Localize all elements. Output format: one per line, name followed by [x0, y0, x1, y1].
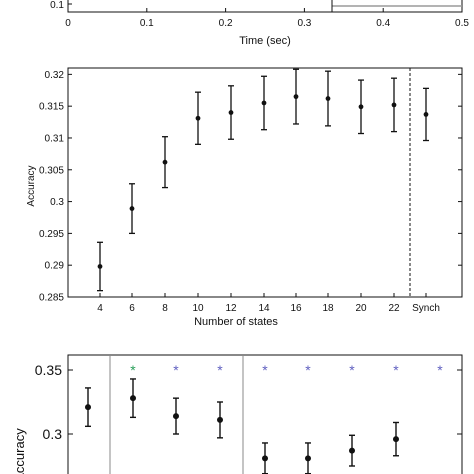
y-tick-label: 0.295 — [39, 229, 64, 240]
x-tick-label: 0.2 — [219, 18, 233, 29]
main-panel-points — [97, 68, 429, 292]
significance-star: * — [393, 362, 399, 378]
main-panel-x-axis-label: Number of states — [194, 316, 278, 328]
significance-star: * — [437, 362, 443, 378]
data-point — [325, 96, 331, 101]
top-panel-x-ticks: 0 0.1 0.2 0.3 0.4 0.5 — [65, 8, 469, 29]
x-tick-label: 0.3 — [297, 18, 311, 29]
bottom-panel-y-axis-label: Accuracy — [12, 428, 27, 474]
main-panel-x-ticks: 4 6 8 10 12 14 16 18 20 22 Synch — [97, 293, 440, 314]
bottom-panel-points — [85, 378, 399, 474]
x-tick-label: 8 — [162, 303, 168, 314]
x-tick-label: 0 — [65, 18, 71, 29]
x-tick-label: 6 — [129, 303, 135, 314]
x-tick-label: 0.4 — [376, 18, 390, 29]
x-tick-label: Synch — [412, 303, 440, 314]
x-tick-label: 16 — [290, 303, 302, 314]
data-point — [173, 413, 179, 420]
x-tick-label: 0.5 — [455, 18, 469, 29]
data-point — [85, 404, 91, 411]
data-point — [228, 110, 234, 115]
significance-star: * — [130, 362, 136, 378]
data-point — [358, 104, 364, 110]
y-tick-label: 0.32 — [45, 70, 65, 81]
x-tick-label: 22 — [388, 303, 400, 314]
significance-star: * — [349, 362, 355, 378]
x-tick-label: 14 — [258, 303, 270, 314]
data-point — [217, 416, 223, 423]
main-panel: 0.285 0.29 0.295 0.3 0.305 0.31 0.315 0.32 4 6 8 1… — [26, 67, 463, 328]
data-point — [195, 115, 201, 121]
data-point — [162, 159, 168, 165]
main-panel-y-ticks: 0.285 0.29 0.295 0.3 0.305 0.31 0.315 0.32 — [39, 70, 462, 304]
x-tick-label: 10 — [192, 303, 204, 314]
data-point — [262, 455, 268, 462]
main-panel-y-axis-label: Accuracy — [26, 165, 37, 206]
data-point — [97, 264, 103, 269]
x-tick-label: 12 — [225, 303, 237, 314]
y-tick-label: 0.35 — [35, 362, 62, 378]
bottom-panel: 0.35 0.3 * * * * * * * * Accuracy — [12, 354, 463, 474]
data-point — [305, 455, 311, 462]
significance-star: * — [173, 362, 179, 378]
bottom-panel-axes — [67, 354, 463, 474]
x-tick-label: 4 — [97, 303, 103, 314]
top-panel: 0.1 0 0.1 0.2 0.3 0.4 0.5 Time (sec) — [50, 0, 469, 47]
y-tick-label: 0.29 — [45, 261, 65, 272]
significance-star: * — [305, 362, 311, 378]
bottom-panel-y-ticks: 0.35 0.3 — [35, 362, 462, 442]
y-tick-label: 0.305 — [39, 165, 64, 176]
top-panel-ytick-label: 0.1 — [50, 0, 64, 11]
bottom-panel-significance-markers: * * * * * * * * — [130, 362, 443, 378]
y-tick-label: 0.285 — [39, 293, 64, 304]
data-point — [293, 94, 299, 100]
x-tick-label: 0.1 — [140, 18, 154, 29]
y-tick-label: 0.315 — [39, 102, 64, 113]
y-tick-label: 0.3 — [43, 426, 63, 442]
data-point — [129, 206, 135, 211]
y-tick-label: 0.3 — [50, 197, 64, 208]
x-tick-label: 20 — [355, 303, 367, 314]
data-point — [393, 436, 399, 443]
y-tick-label: 0.31 — [45, 133, 65, 144]
data-point — [130, 395, 136, 402]
data-point — [391, 102, 397, 108]
data-point — [261, 100, 267, 106]
data-point — [349, 447, 355, 454]
significance-star: * — [217, 362, 223, 378]
top-panel-x-axis-label: Time (sec) — [239, 35, 291, 47]
significance-star: * — [262, 362, 268, 378]
x-tick-label: 18 — [322, 303, 334, 314]
data-point — [423, 112, 429, 117]
main-panel-axes — [67, 67, 463, 298]
